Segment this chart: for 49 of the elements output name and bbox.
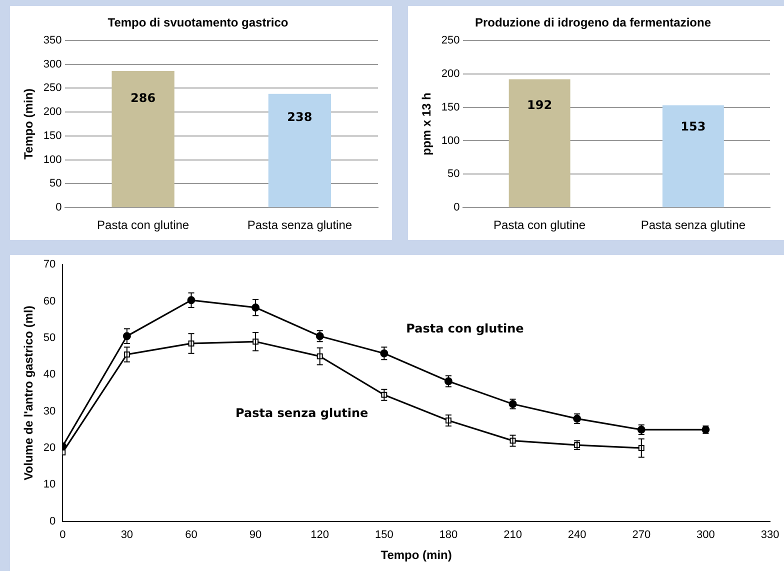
y-tick-label: 30 [43,405,56,418]
x-tick-label: 300 [696,529,715,542]
y-tick-label: 200 [43,106,62,118]
y-tick-label: 50 [50,178,62,190]
text: Pasta con glutine [406,322,524,336]
x-tick-label: 270 [632,529,651,542]
chart-title: Produzione di idrogeno da fermentazione [474,16,712,30]
y-axis-title: Volume de l'antro gastrico (ml) [22,306,36,480]
x-tick-label: 210 [504,529,522,542]
x-tick-label: Pasta senza glutine [247,218,352,232]
y-tick-label: 50 [448,168,460,180]
x-tick-label: 60 [185,529,198,542]
x-tick-label: 90 [249,529,262,542]
y-tick-label: 300 [43,58,62,70]
y-tick-label: 0 [56,202,62,214]
y-tick-label: 70 [43,258,56,271]
x-tick-label: 330 [760,529,780,542]
data-label: 153 [680,120,706,134]
y-tick-label: 150 [441,101,460,114]
data-label: 192 [527,98,552,112]
y-tick-label: 50 [43,332,56,344]
y-tick-label: 0 [50,515,56,528]
y-tick-label: 60 [43,295,56,308]
y-axis-title: Tempo (min) [22,88,36,160]
x-tick-label: 240 [568,529,586,542]
y-tick-label: 100 [43,154,62,166]
y-tick-label: 100 [441,134,460,147]
y-tick-label: 0 [454,202,460,214]
y-tick-label: 200 [441,68,460,80]
y-tick-label: 350 [43,34,62,46]
y-tick-label: 40 [43,368,56,381]
x-axis-title: Tempo (min) [380,548,452,562]
x-tick-label: Pasta senza glutine [640,218,746,232]
y-tick-label: 10 [43,478,56,491]
x-tick-label: Pasta con glutine [494,218,586,232]
x-tick-label: 180 [439,529,458,542]
y-axis-title: ppm x 13 h [420,92,434,156]
chart-title: Tempo di svuotamento gastrico [108,16,288,30]
y-tick-label: 250 [441,34,460,46]
y-tick-label: 150 [43,130,62,142]
data-label: 238 [287,110,312,124]
series-label: Pasta senza glutine [236,406,368,420]
x-tick-label: Pasta con glutine [97,218,190,232]
data-label: 286 [130,90,156,105]
x-tick-label: 120 [310,529,330,542]
x-tick-label: 150 [374,529,394,542]
y-tick-label: 250 [43,82,62,94]
y-tick-label: 20 [43,442,56,454]
x-tick-label: 30 [120,529,134,542]
